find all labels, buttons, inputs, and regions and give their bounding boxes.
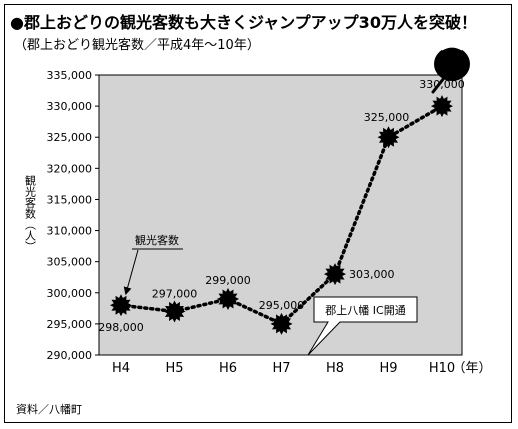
x-tick-label: H5 (165, 361, 183, 376)
annotation-callout-box (307, 296, 418, 356)
uchiwa-fan-icon (431, 46, 470, 94)
data-label: 295,000 (259, 299, 305, 312)
y-tick-label: 330,000 (47, 100, 93, 113)
x-tick-label: H6 (219, 361, 237, 376)
x-tick-label: H8 (326, 361, 344, 376)
y-tick-label: 315,000 (47, 193, 93, 206)
fan-highlight (441, 46, 463, 51)
annotation-arrow (123, 249, 139, 296)
y-axis-label: 観光客数（人） (24, 174, 37, 252)
data-label: 298,000 (98, 321, 144, 334)
fan-handle (431, 76, 446, 94)
y-tick-label: 295,000 (47, 318, 93, 331)
x-axis-unit: （年） (452, 361, 491, 376)
data-point-marker (431, 95, 453, 118)
x-tick-label: H9 (379, 361, 397, 376)
data-point-marker (324, 263, 346, 286)
x-tick-label: H4 (112, 361, 130, 376)
data-point-marker (377, 126, 400, 149)
y-tick-label: 300,000 (47, 287, 93, 300)
annotation-series-label: 観光客数 (135, 233, 179, 247)
data-point-marker (270, 312, 293, 335)
x-tick-label: H10 (429, 361, 455, 376)
chart-subtitle: （郡上おどり観光客数／平成4年〜10年） (14, 38, 260, 53)
y-tick-label: 325,000 (47, 131, 93, 144)
data-point-marker (217, 288, 239, 310)
data-label: 299,000 (205, 274, 251, 287)
y-tick-label: 305,000 (47, 256, 93, 269)
y-tick-label: 310,000 (47, 225, 93, 238)
y-tick-label: 320,000 (47, 162, 93, 175)
annotation-ic-opening: 郡上八幡 IC開通 (325, 303, 405, 317)
data-point-marker (110, 294, 132, 317)
x-tick-label: H7 (272, 361, 290, 376)
data-point-marker (163, 300, 186, 323)
data-label: 303,000 (349, 268, 395, 281)
data-label: 297,000 (152, 287, 198, 300)
data-label: 325,000 (364, 111, 410, 124)
y-tick-label: 290,000 (47, 349, 93, 362)
source-note: 資料／八幡町 (16, 403, 82, 416)
y-tick-label: 335,000 (47, 69, 93, 82)
data-label: 330,000 (419, 78, 465, 91)
fan-blade (434, 47, 470, 81)
chart-title: ●郡上おどりの観光客数も大きくジャンプアップ30万人を突破！ (10, 13, 477, 32)
